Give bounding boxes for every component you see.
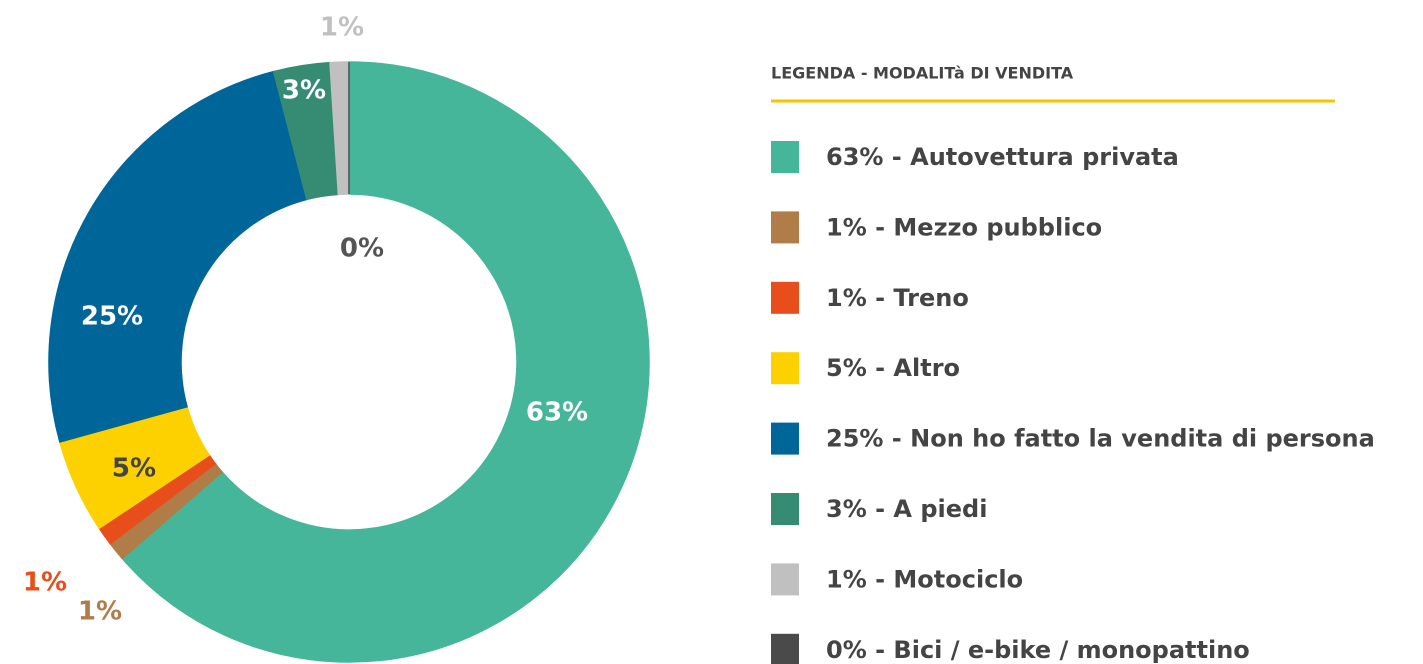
legend-swatch (771, 141, 799, 173)
legend-label: 1% - Motociclo (826, 565, 1023, 593)
legend-swatch (771, 633, 799, 664)
legend-swatch (771, 281, 799, 314)
data-label: 0% (340, 234, 384, 264)
legend-label: 0% - Bici / e-bike / monopattino (826, 636, 1250, 664)
legend-swatch (771, 211, 799, 244)
data-label: 1% (78, 597, 122, 627)
data-label: 25% (81, 302, 143, 332)
data-label: 1% (320, 13, 364, 43)
data-label: 63% (526, 398, 588, 428)
data-label: 5% (112, 454, 156, 484)
legend-label: 25% - Non ho fatto la vendita di persona (826, 425, 1375, 453)
legend-label: 63% - Autovettura privata (826, 143, 1179, 171)
slice (48, 70, 308, 443)
data-label: 1% (23, 568, 67, 598)
data-label: 3% (282, 76, 326, 106)
legend-swatch (771, 352, 799, 385)
legend-label: 5% - Altro (826, 354, 960, 382)
legend-swatch (771, 422, 799, 455)
legend-label: 1% - Treno (826, 284, 969, 312)
legend-swatch (771, 493, 799, 525)
legend-label: 1% - Mezzo pubblico (826, 213, 1102, 241)
legend-title: LEGENDA - MODALITà DI VENDITA (771, 64, 1074, 83)
legend-swatch (771, 563, 799, 596)
slice (121, 61, 650, 663)
legend-label: 3% - A piedi (826, 495, 987, 523)
